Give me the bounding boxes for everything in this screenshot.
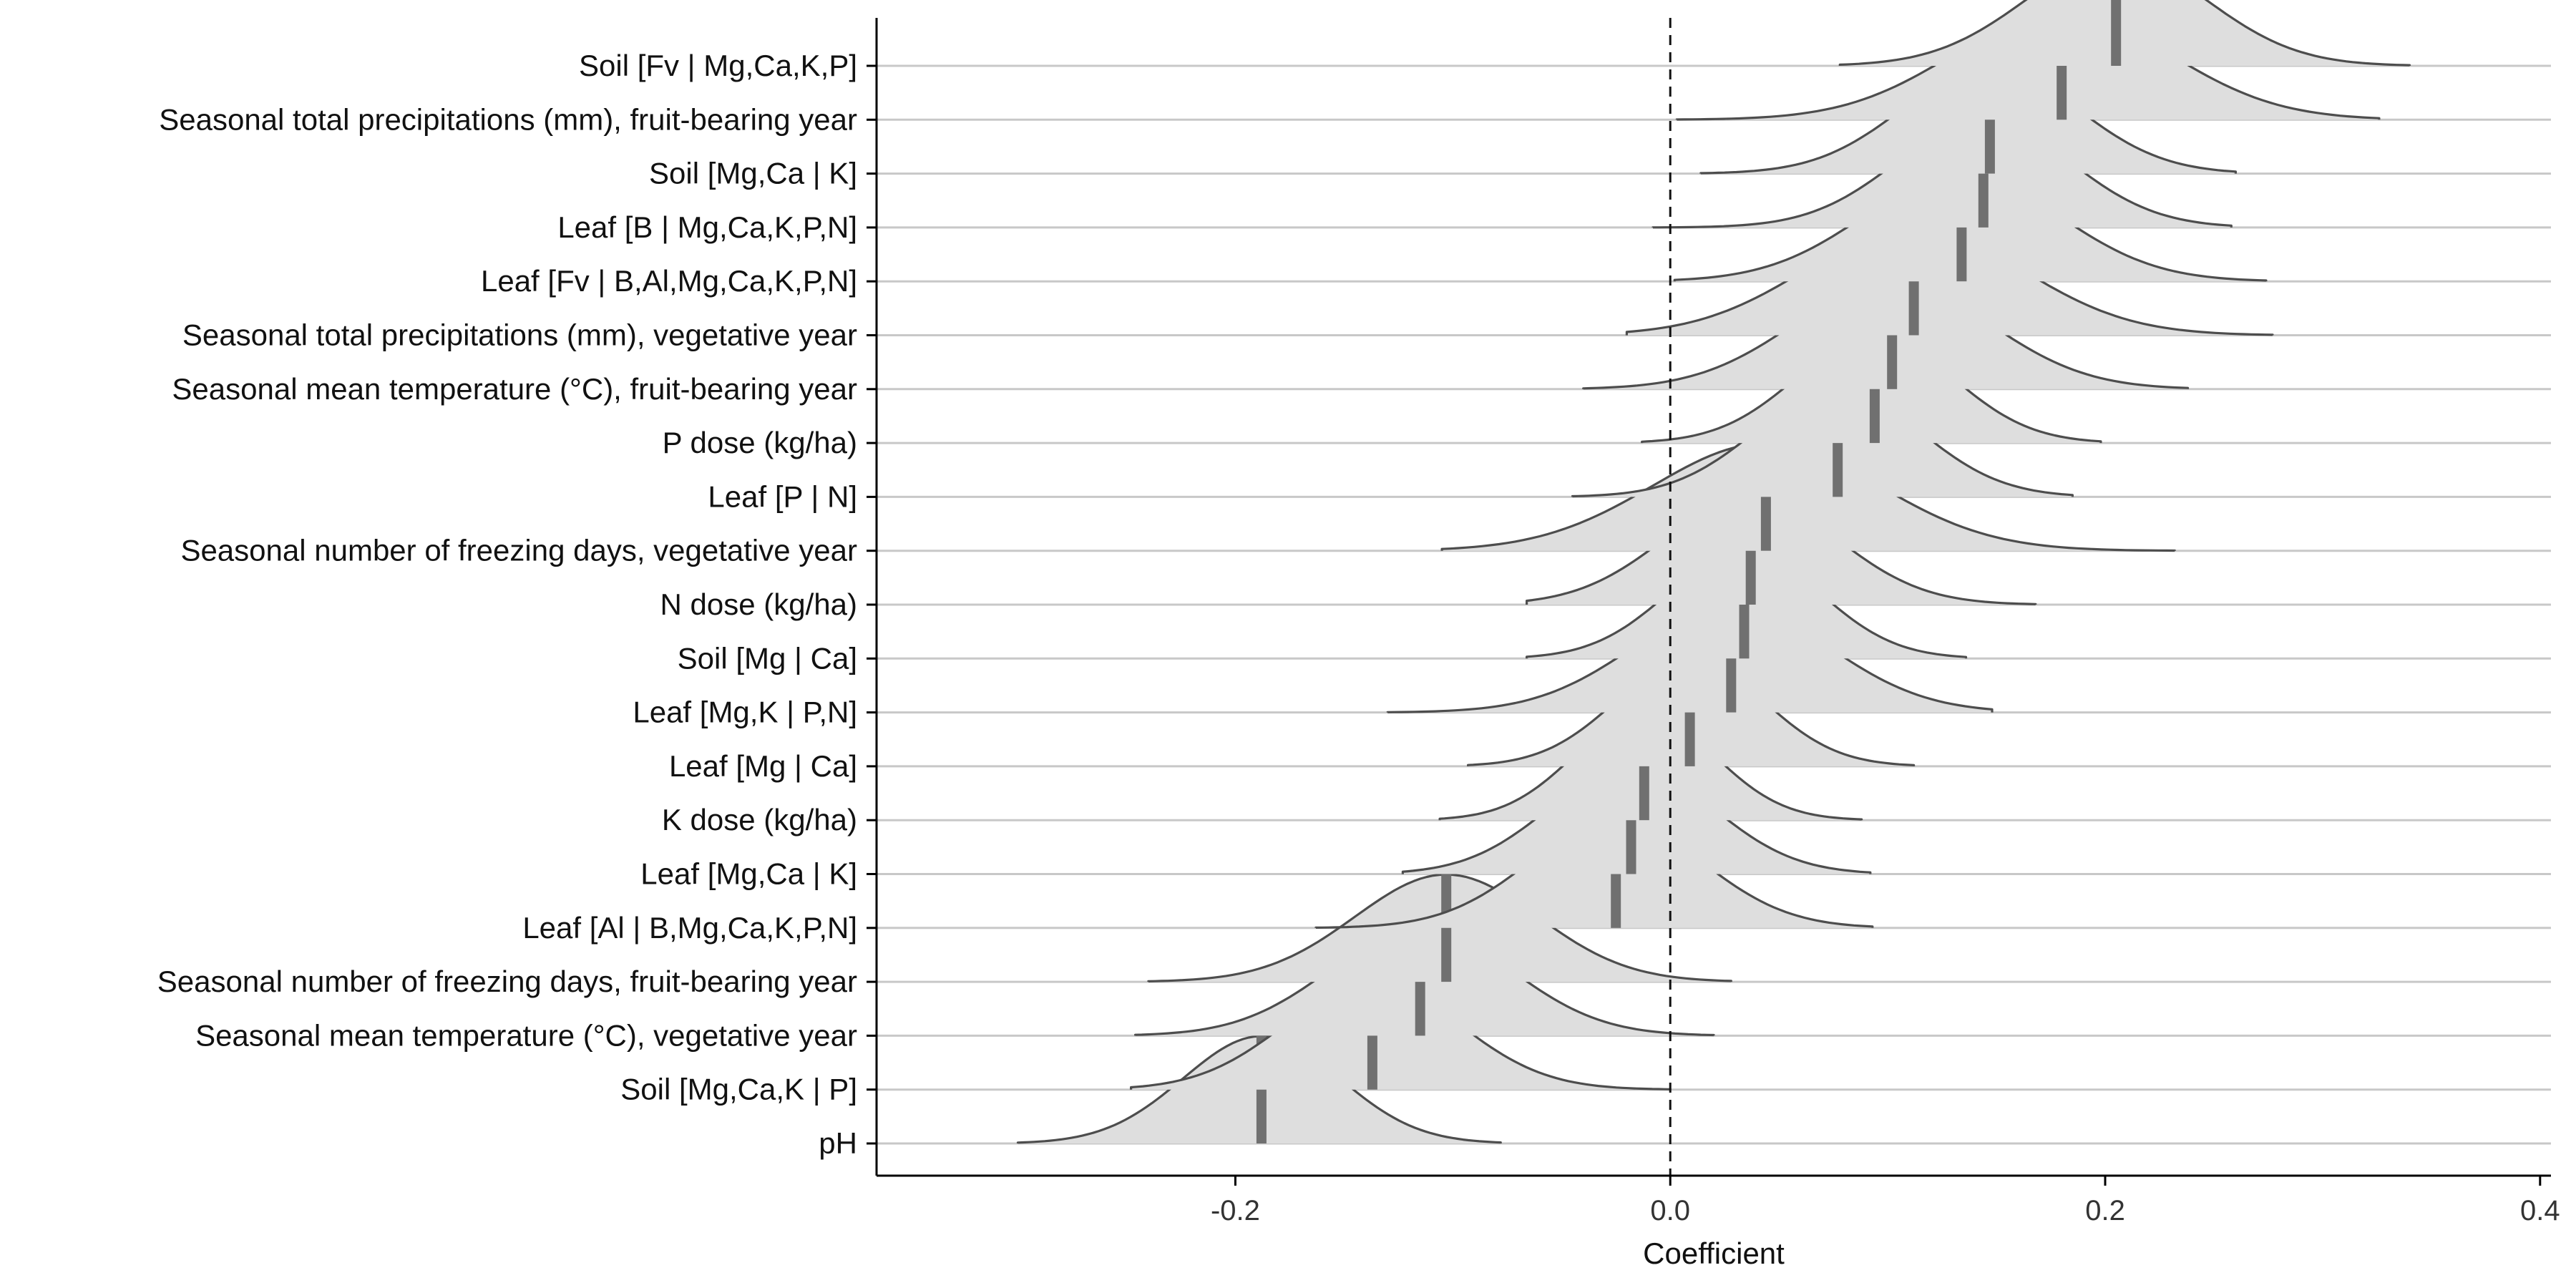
ridge-densities [1016, 0, 2411, 1144]
ridge-density [1838, 0, 2411, 67]
median-marker [2111, 0, 2122, 66]
category-label: Leaf [Mg,Ca | K] [640, 857, 857, 891]
x-tick-label: 0.4 [2520, 1195, 2560, 1226]
category-label: Seasonal total precipitations (mm), frui… [159, 102, 857, 136]
axes: -0.2 0.0 0.2 0.4 [867, 18, 2560, 1226]
category-label: pH [819, 1126, 857, 1160]
category-label: Leaf [P | N] [708, 479, 857, 513]
category-label: Soil [Mg,Ca | K] [649, 157, 857, 190]
category-label: Seasonal number of freezing days, vegeta… [180, 534, 857, 567]
category-label: Leaf [Al | B,Mg,Ca,K,P,N] [522, 911, 857, 945]
category-label: Soil [Mg | Ca] [678, 641, 857, 675]
x-tick-label: 0.0 [1650, 1195, 1690, 1226]
category-label: Soil [Fv | Mg,Ca,K,P] [579, 49, 857, 82]
category-label: Soil [Mg,Ca,K | P] [620, 1073, 857, 1106]
ridge-density [1147, 873, 1732, 982]
category-label: N dose (kg/ha) [660, 587, 857, 621]
category-label: Seasonal number of freezing days, fruit-… [157, 965, 857, 998]
category-label: Leaf [Mg,K | P,N] [633, 696, 857, 729]
category-label: Seasonal mean temperature (°C), fruit-be… [172, 372, 857, 406]
category-label: Leaf [Fv | B,Al,Mg,Ca,K,P,N] [481, 264, 857, 298]
x-axis-title: Coefficient [1643, 1236, 1785, 1270]
category-label: Seasonal total precipitations (mm), vege… [182, 318, 857, 352]
category-label: K dose (kg/ha) [662, 803, 857, 836]
category-label: Leaf [B | Mg,Ca,K,P,N] [557, 210, 857, 244]
category-label: Leaf [Mg | Ca] [669, 749, 857, 783]
median-marker [1441, 874, 1452, 982]
x-tick-label: 0.2 [2085, 1195, 2125, 1226]
category-labels: pH Soil [Mg,Ca,K | P] Seasonal mean temper… [157, 49, 857, 1160]
x-tick-label: -0.2 [1211, 1195, 1260, 1226]
category-label: Seasonal mean temperature (°C), vegetati… [195, 1018, 857, 1052]
category-label: P dose (kg/ha) [663, 426, 857, 459]
